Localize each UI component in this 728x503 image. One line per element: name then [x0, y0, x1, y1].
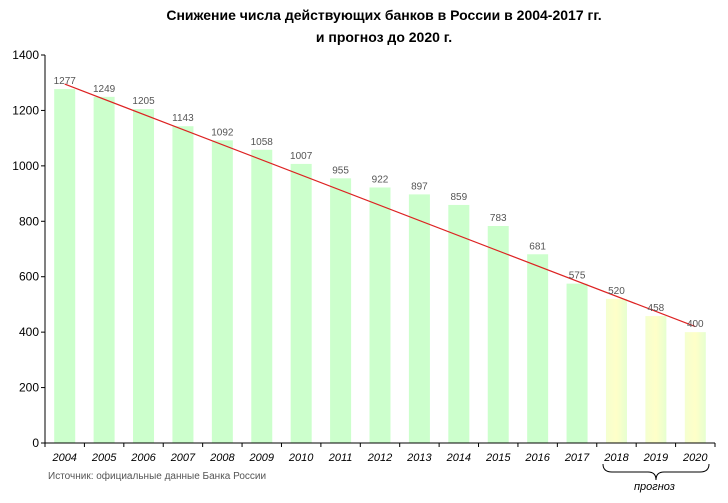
y-tick-label-400: 400: [19, 325, 39, 339]
trend-layer: [64, 83, 696, 328]
y-tick-label-600: 600: [19, 270, 39, 284]
data-label-2018: 520: [608, 286, 625, 297]
bar-2010: [290, 163, 312, 443]
y-tick-label-1000: 1000: [12, 159, 39, 173]
labels-layer: 1277 1249 1205 1143 1092 1058 1007 955 922 897 859…: [54, 76, 704, 330]
data-label-2013: 897: [411, 181, 428, 192]
bar-2004: [54, 89, 76, 444]
y-tick-label-0: 0: [32, 436, 39, 450]
bar-2012: [369, 187, 391, 443]
data-label-2008: 1092: [211, 127, 234, 138]
data-label-2009: 1058: [251, 137, 274, 148]
x-tick-label-2009: 2009: [249, 452, 274, 464]
chart-title: Снижение числа действующих банков в Росс…: [0, 4, 728, 48]
y-tick-label-800: 800: [19, 214, 39, 228]
forecast-label: прогноз: [634, 481, 675, 493]
x-tick-label-2019: 2019: [643, 452, 668, 464]
x-tick-label-2017: 2017: [564, 452, 590, 464]
data-label-2019: 458: [648, 303, 665, 314]
forecast-brace: [602, 463, 710, 481]
x-tick-label-2004: 2004: [51, 452, 76, 464]
x-tick-label-2020: 2020: [682, 452, 708, 464]
chart-title-line2: и прогноз до 2020 г.: [315, 29, 453, 45]
x-tick-label-2011: 2011: [328, 452, 353, 464]
data-label-2010: 1007: [290, 151, 313, 162]
bar-2020: [684, 332, 706, 443]
source-note: Источник: официальные данные Банка Росси…: [48, 471, 267, 482]
bar-2005: [93, 96, 115, 443]
x-tick-label-2014: 2014: [446, 452, 471, 464]
x-tick-label-2013: 2013: [406, 452, 432, 464]
x-tick-label-2012: 2012: [367, 452, 392, 464]
data-label-2006: 1205: [132, 96, 155, 107]
chart-title-line1: Снижение числа действующих банков в Росс…: [166, 7, 602, 23]
bar-2007: [172, 126, 194, 444]
x-tick-label-2016: 2016: [524, 452, 550, 464]
y-tick-label-1200: 1200: [12, 103, 39, 117]
trend-line: [64, 83, 696, 328]
data-label-2014: 859: [450, 192, 467, 203]
data-label-2020: 400: [687, 319, 704, 330]
y-tick-label-1400: 1400: [12, 48, 39, 62]
data-label-2017: 575: [569, 271, 586, 282]
data-label-2011: 955: [332, 165, 349, 176]
axes-layer: 0 200 400 600 800 1000 1200 1400 2004 2005 2006 200…: [12, 48, 716, 464]
bar-2008: [211, 140, 233, 444]
bar-2011: [330, 178, 352, 444]
data-label-2012: 922: [372, 174, 389, 185]
x-tick-label-2008: 2008: [209, 452, 235, 464]
data-label-2005: 1249: [93, 84, 116, 95]
bar-2018: [605, 298, 627, 443]
bar-2006: [133, 109, 155, 444]
x-tick-label-2010: 2010: [288, 452, 314, 464]
bar-2009: [251, 149, 273, 444]
x-tick-label-2015: 2015: [485, 452, 511, 464]
y-tick-label-200: 200: [19, 381, 39, 395]
bar-2014: [448, 204, 470, 443]
x-tick-label-2007: 2007: [170, 452, 196, 464]
data-label-2016: 681: [529, 241, 546, 252]
bar-2015: [487, 225, 509, 443]
x-tick-label-2005: 2005: [91, 452, 117, 464]
data-label-2015: 783: [490, 213, 507, 224]
x-tick-label-2006: 2006: [130, 452, 156, 464]
bar-2019: [645, 316, 667, 443]
bars-layer: [54, 89, 706, 444]
bar-2016: [527, 254, 549, 443]
data-label-2004: 1277: [54, 76, 77, 87]
bar-2013: [408, 194, 430, 443]
bar-2017: [566, 283, 588, 443]
x-tick-label-2018: 2018: [603, 452, 629, 464]
data-label-2007: 1143: [172, 113, 194, 124]
